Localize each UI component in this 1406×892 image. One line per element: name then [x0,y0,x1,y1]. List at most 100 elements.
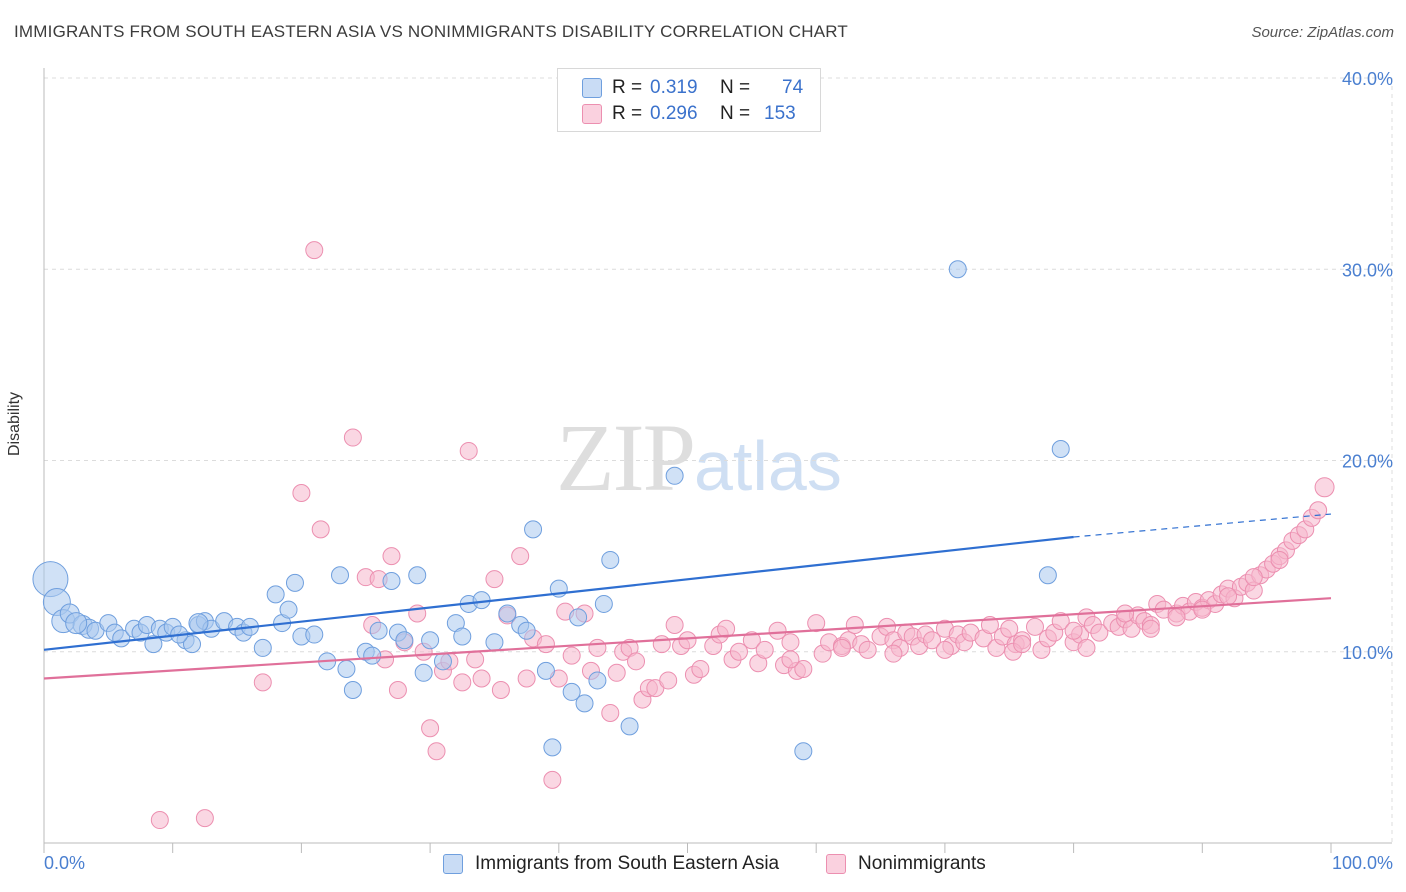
chart-title: IMMIGRANTS FROM SOUTH EASTERN ASIA VS NO… [14,22,848,41]
bottom-legend-label-nonimmigrants: Nonimmigrants [858,853,986,874]
immigrants-point [594,594,613,613]
nonimmigrants-point [427,742,446,761]
immigrants-points [32,260,1070,761]
tick-labels: 10.0% 20.0% 30.0% 40.0% 0.0% 100.0% [44,69,1393,873]
immigrants-point [253,638,272,657]
nonimmigrants-point [755,640,774,659]
nonimmigrants-point [195,809,214,828]
nonimmigrants-point [807,614,826,633]
immigrants-point [562,682,581,701]
immigrants-point [1038,566,1057,585]
immigrants-point [183,635,202,654]
nonimmigrants-point [1013,635,1032,654]
legend-r-value: 0.296 [650,103,698,124]
nonimmigrants-point [472,669,491,688]
nonimmigrants-point [511,547,530,566]
nonimmigrants-point [742,631,761,650]
nonimmigrants-point [691,659,710,678]
nonimmigrants-point [601,703,620,722]
nonimmigrants-point [453,673,472,692]
immigrants-point [285,573,304,592]
immigrants-point [331,566,350,585]
immigrants-point [395,631,414,650]
nonimmigrants-points [150,241,1335,830]
bottom-legend-label-immigrants: Immigrants from South Eastern Asia [475,853,780,874]
nonimmigrants-point [935,640,954,659]
nonimmigrants-point [729,642,748,661]
legend-n-value: 153 [764,103,796,124]
y-tick-label: 20.0% [1342,452,1393,472]
immigrants-point [1051,440,1070,459]
immigrants-point [363,646,382,665]
nonimmigrants-point [485,570,504,589]
nonimmigrants-point [253,673,272,692]
immigrants-point [337,659,356,678]
grid-lines [44,77,1393,843]
nonimmigrants-point [1141,619,1160,638]
immigrants-point [65,612,88,635]
nonimmigrants-point [768,621,787,640]
bottom-legend-swatch-pink [826,854,846,874]
nonimmigrants-point [382,547,401,566]
watermark-zip: ZIP [556,404,696,511]
y-tick-label: 40.0% [1342,69,1393,89]
immigrants-point [453,627,472,646]
immigrants-point [472,591,491,610]
nonimmigrants-point [845,615,864,634]
immigrants-point [382,571,401,590]
nonimmigrants-point [1244,568,1263,587]
y-tick-label: 10.0% [1342,643,1393,663]
legend-row-nonimmigrants: R = 0.296 N = 153 [582,103,796,125]
immigrants-point [588,671,607,690]
nonimmigrants-point [1314,477,1335,498]
nonimmigrants-point [832,638,851,657]
nonimmigrants-point [665,615,684,634]
immigrants-point [620,717,639,736]
nonimmigrants-point [1000,619,1019,638]
immigrants-point [188,613,209,634]
legend-swatch-blue [582,78,602,98]
nonimmigrants-point [923,631,942,650]
nonimmigrants-point [1090,623,1109,642]
immigrants-point [421,631,440,650]
nonimmigrants-point [562,646,581,665]
nonimmigrants-point [311,520,330,539]
immigrants-point [601,550,620,569]
nonimmigrants-trend-line [43,597,1332,680]
nonimmigrants-point [543,770,562,789]
bottom-legend-nonimmigrants: Nonimmigrants [826,852,986,876]
nonimmigrants-point [292,484,311,503]
nonimmigrants-point [659,671,678,690]
immigrants-point [144,635,163,654]
nonimmigrants-point [1116,604,1135,623]
immigrants-point [369,621,388,640]
nonimmigrants-point [858,640,877,659]
immigrants-point [266,585,285,604]
x-tick-label: 100.0% [1332,853,1393,873]
legend-r-value: 0.319 [650,77,698,98]
nonimmigrants-point [466,650,485,669]
nonimmigrants-point [607,663,626,682]
watermark-atlas: atlas [694,427,842,505]
nonimmigrants-point [588,638,607,657]
nonimmigrants-point [1064,621,1083,640]
nonimmigrants-point [781,650,800,669]
immigrants-point [794,742,813,761]
nonimmigrants-point [421,719,440,738]
nonimmigrants-point [305,241,324,260]
watermark: ZIPatlas [556,402,842,513]
immigrants-point [485,633,504,652]
nonimmigrants-point [1193,600,1212,619]
immigrants-point [569,608,588,627]
immigrants-point [408,566,427,585]
y-tick-label: 30.0% [1342,260,1393,280]
legend-n-value: 74 [782,77,804,98]
legend-r-label: R = [612,103,643,124]
immigrants-point [665,466,684,485]
nonimmigrants-point [491,681,510,699]
legend-r-label: R = [612,77,643,98]
nonimmigrants-point [388,681,407,699]
nonimmigrants-point [150,811,169,830]
bottom-legend-swatch-blue [443,854,463,874]
